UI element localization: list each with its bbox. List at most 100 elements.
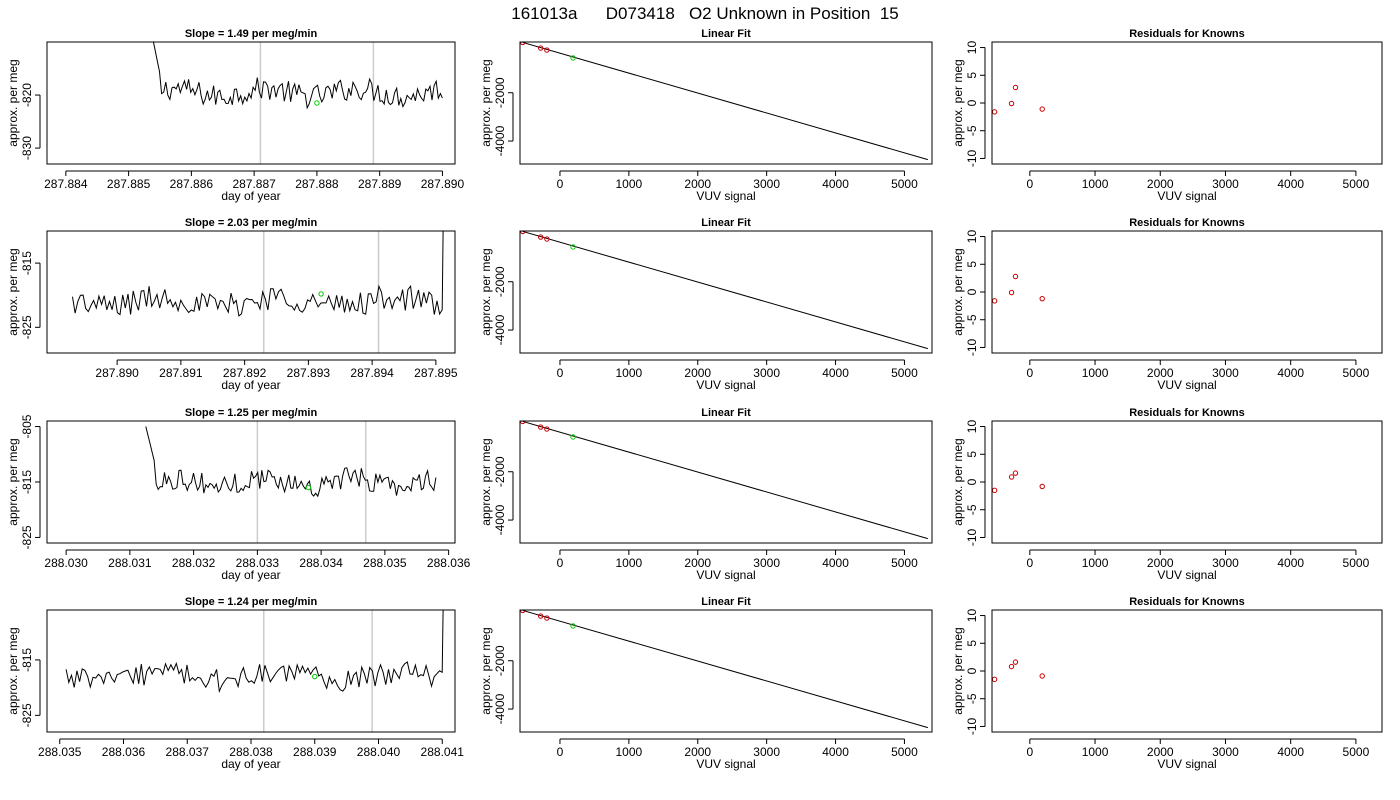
x-tick-label: 1000 xyxy=(616,177,643,191)
series-line xyxy=(145,426,437,498)
residual-point xyxy=(1039,106,1045,112)
known-point xyxy=(537,45,544,51)
x-tick-label: 0 xyxy=(557,366,564,380)
x-axis-label: VUV signal xyxy=(696,757,755,771)
residual-point xyxy=(1039,483,1045,490)
y-tick-label: 5 xyxy=(965,261,979,268)
x-axis-label: day of year xyxy=(221,757,280,771)
unknown-point xyxy=(570,244,576,250)
panel-4-3: Residuals for Knowns VUV signal approx. pe… xyxy=(951,596,1383,771)
plot-frame xyxy=(519,41,933,165)
unknown-point xyxy=(570,434,576,440)
y-tick-label: -2000 xyxy=(493,456,507,487)
fit-line xyxy=(522,42,929,161)
x-tick-label: 5000 xyxy=(891,556,918,570)
y-tick-label: -825 xyxy=(20,703,34,727)
x-axis-label: VUV signal xyxy=(1157,757,1216,771)
x-tick-label: 288.035 xyxy=(38,745,82,759)
residual-point xyxy=(992,298,998,304)
residual-point xyxy=(1008,663,1015,670)
plot-area xyxy=(65,610,444,732)
y-tick-label: 10 xyxy=(965,41,979,55)
x-tick-label: 4000 xyxy=(1277,177,1304,191)
plot-area xyxy=(992,659,1045,683)
x-tick-label: 287.887 xyxy=(232,177,276,191)
y-tick-label: -4000 xyxy=(493,693,507,724)
known-point xyxy=(544,236,550,242)
x-tick-label: 4000 xyxy=(822,745,849,759)
x-tick-label: 287.890 xyxy=(421,177,465,191)
residual-point xyxy=(1039,673,1045,679)
x-tick-label: 287.895 xyxy=(414,366,458,380)
x-tick-label: 0 xyxy=(1026,177,1033,191)
x-axis-label: day of year xyxy=(221,189,280,203)
panel-title: Residuals for Knowns xyxy=(1129,596,1245,608)
x-tick-label: 288.032 xyxy=(172,556,216,570)
y-tick-label: 5 xyxy=(965,640,979,647)
plot-frame xyxy=(46,41,456,165)
plot-area xyxy=(992,84,1045,115)
y-tick-label: -820 xyxy=(20,83,34,107)
plot-area xyxy=(520,610,929,729)
plot-area xyxy=(72,231,444,353)
known-point xyxy=(537,234,544,240)
x-tick-label: 2000 xyxy=(1147,745,1174,759)
x-tick-label: 3000 xyxy=(753,556,780,570)
unknown-point xyxy=(305,484,312,491)
known-point xyxy=(544,47,550,53)
y-tick-label: 0 xyxy=(965,667,979,674)
x-tick-label: 4000 xyxy=(1277,745,1304,759)
panel-3-1: Slope = 1.25 per meg/min day of year appro… xyxy=(6,407,471,582)
x-tick-label: 287.892 xyxy=(223,366,267,380)
x-tick-label: 5000 xyxy=(1343,556,1370,570)
panel-title: Slope = 1.49 per meg/min xyxy=(185,28,318,40)
x-axis-label: VUV signal xyxy=(696,189,755,203)
residual-point xyxy=(1012,659,1019,665)
y-tick-label: -10 xyxy=(965,528,979,546)
x-tick-label: 4000 xyxy=(822,177,849,191)
x-tick-label: 288.036 xyxy=(427,556,471,570)
residual-point xyxy=(1008,100,1015,107)
plot-frame xyxy=(46,230,456,354)
y-tick-label: 10 xyxy=(965,230,979,244)
x-tick-label: 3000 xyxy=(753,745,780,759)
residual-point xyxy=(992,676,998,683)
x-tick-label: 2000 xyxy=(684,366,711,380)
unknown-point xyxy=(570,623,576,629)
plot-frame xyxy=(519,609,933,733)
known-point xyxy=(544,426,550,432)
x-tick-label: 1000 xyxy=(616,556,643,570)
x-axis-label: day of year xyxy=(221,378,280,392)
panel-2-1: Slope = 2.03 per meg/min day of year appro… xyxy=(6,217,458,392)
x-tick-label: 288.039 xyxy=(293,745,337,759)
y-tick-label: -4000 xyxy=(493,125,507,156)
residual-point xyxy=(992,109,998,115)
y-tick-label: -825 xyxy=(20,525,34,549)
plot-frame xyxy=(991,420,1383,544)
plot-area xyxy=(520,421,929,540)
x-tick-label: 287.889 xyxy=(358,177,402,191)
y-axis-label: approx. per meg xyxy=(479,438,493,525)
panel-title: Slope = 1.25 per meg/min xyxy=(185,407,318,419)
x-tick-label: 288.037 xyxy=(166,745,210,759)
panel-title: Residuals for Knowns xyxy=(1129,217,1245,229)
x-tick-label: 288.033 xyxy=(236,556,280,570)
x-tick-label: 287.890 xyxy=(95,366,139,380)
x-tick-label: 4000 xyxy=(1277,556,1304,570)
plot-frame xyxy=(991,609,1383,733)
x-tick-label: 2000 xyxy=(684,177,711,191)
y-axis-label: approx. per meg xyxy=(479,248,493,335)
y-tick-label: -830 xyxy=(20,136,34,160)
plot-frame xyxy=(991,41,1383,165)
y-tick-label: -825 xyxy=(20,315,34,339)
y-tick-label: 10 xyxy=(965,609,979,623)
x-tick-label: 2000 xyxy=(1147,177,1174,191)
x-tick-label: 2000 xyxy=(1147,556,1174,570)
series-line xyxy=(152,42,443,110)
x-tick-label: 0 xyxy=(1026,366,1033,380)
y-tick-label: 10 xyxy=(965,420,979,434)
x-tick-label: 4000 xyxy=(1277,366,1304,380)
x-tick-label: 4000 xyxy=(822,556,849,570)
x-tick-label: 3000 xyxy=(753,366,780,380)
panel-title: Linear Fit xyxy=(701,407,751,419)
